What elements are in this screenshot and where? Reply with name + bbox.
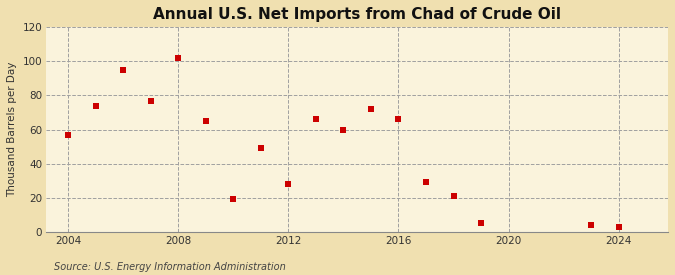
Y-axis label: Thousand Barrels per Day: Thousand Barrels per Day [7,62,17,197]
Point [366,107,377,111]
Point [310,117,321,122]
Point [338,127,349,132]
Point [63,133,74,137]
Point [283,182,294,186]
Point [613,225,624,229]
Point [173,56,184,60]
Point [393,117,404,122]
Title: Annual U.S. Net Imports from Chad of Crude Oil: Annual U.S. Net Imports from Chad of Cru… [153,7,561,22]
Text: Source: U.S. Energy Information Administration: Source: U.S. Energy Information Administ… [54,262,286,272]
Point [118,68,129,72]
Point [200,119,211,123]
Point [228,197,239,202]
Point [448,194,459,198]
Point [256,146,267,150]
Point [146,98,157,103]
Point [90,103,101,108]
Point [476,221,487,226]
Point [586,223,597,227]
Point [421,180,431,185]
